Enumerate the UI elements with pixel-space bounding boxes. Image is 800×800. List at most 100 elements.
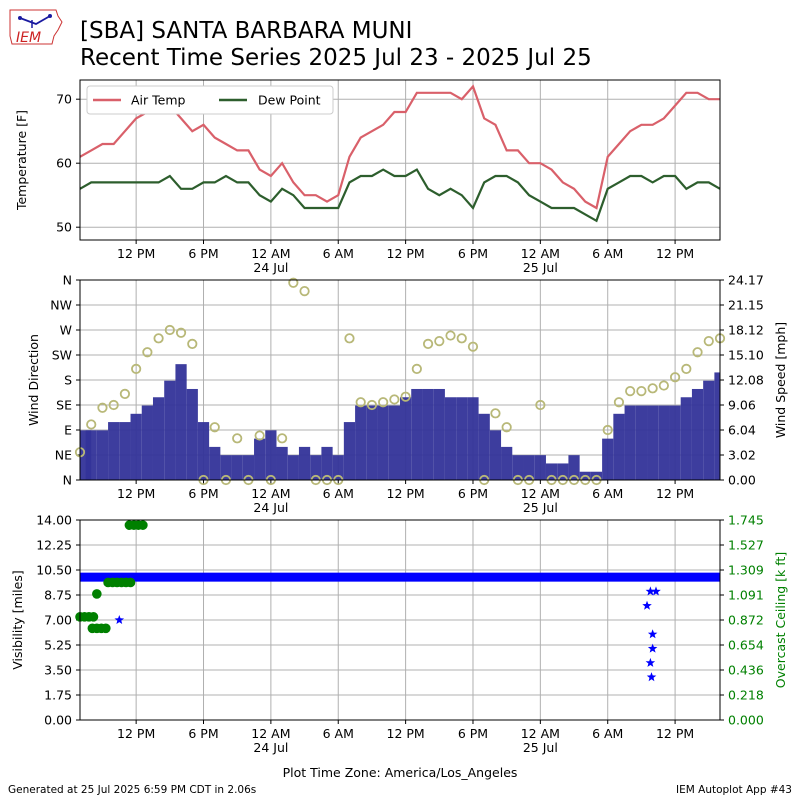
wind-speed-bar	[557, 463, 569, 480]
wind-dir-point	[422, 338, 434, 349]
wind-speed-bar	[388, 405, 400, 480]
wind-speed-bar	[152, 397, 165, 480]
ceiling-tick-label: 0.872	[728, 613, 764, 628]
x-tick-label: 6 AM	[323, 726, 354, 741]
x-tick-label: 12 AM	[251, 246, 290, 261]
panel-frame	[79, 519, 721, 721]
wind-speed-bar	[613, 413, 625, 480]
wind-speed-tick-label: 0.00	[728, 473, 756, 488]
wind-dir-point	[131, 363, 142, 374]
x-tick-label: 12 AM	[521, 726, 560, 741]
wind-speed-bar	[433, 388, 445, 480]
wind-speed-bar	[242, 455, 255, 480]
wind-dir-point	[467, 341, 479, 352]
wind-dir-point	[658, 380, 669, 391]
wind-speed-bar	[714, 372, 720, 480]
ceiling-point	[125, 577, 136, 588]
visibility-point	[114, 615, 125, 624]
wind-dir-tick-label: S	[64, 373, 72, 388]
x-tick-label: 12 PM	[117, 246, 155, 261]
x-tick-label: 12 PM	[117, 486, 155, 501]
x-tick-label: 6 PM	[458, 726, 488, 741]
wind-speed-bar	[658, 405, 670, 480]
wind-speed-bar	[298, 446, 311, 480]
wind-speed-bar	[321, 446, 333, 480]
wind-speed-bar	[355, 405, 367, 480]
wind-dir-point	[288, 277, 299, 288]
wind-dir-point	[636, 386, 647, 397]
panel-frame	[79, 79, 721, 241]
wind-speed-bar	[669, 405, 681, 480]
wind-speed-tick-label: 12.08	[728, 373, 764, 388]
logo-text: IEM	[16, 30, 41, 46]
visibility-tick-label: 5.25	[44, 638, 72, 653]
wind-speed-bar	[489, 430, 502, 480]
temp-tick-label: 70	[56, 92, 72, 107]
visibility-10mi-series	[80, 572, 720, 582]
visibility-point	[642, 600, 652, 610]
wind-speed-bar	[209, 446, 221, 480]
wind-dir-point	[187, 338, 198, 349]
ceiling-tick-label: 0.000	[728, 713, 764, 728]
ceiling-tick-label: 1.745	[728, 513, 764, 528]
wind-dir-point	[602, 424, 613, 436]
visibility-tick-label: 0.00	[44, 713, 72, 728]
ceiling-tick-label: 0.218	[728, 688, 764, 703]
visibility-tick-label: 1.75	[44, 688, 72, 703]
x-tick-label: 6 AM	[592, 726, 623, 741]
wind-speed-bar	[119, 422, 131, 480]
temp-legend-box	[86, 85, 334, 115]
x-tick-date-label: 25 Jul	[523, 500, 558, 515]
wind-dir-point	[613, 397, 625, 408]
wind-speed-bar	[265, 430, 277, 480]
x-tick-label: 6 PM	[188, 246, 218, 261]
wind-dir-tick-label: SE	[56, 398, 72, 413]
wind-dir-point	[434, 336, 445, 347]
wind-dir-tick-label: W	[60, 323, 72, 338]
app-note: IEM Autoplot App #43	[676, 784, 792, 796]
wind-dir-point	[164, 324, 175, 336]
x-tick-date-label: 25 Jul	[523, 260, 558, 275]
wind-speed-bar	[141, 405, 153, 480]
legend-label-air-temp: Air Temp	[131, 93, 186, 108]
wind-speed-bar	[501, 446, 513, 480]
wind-dir-point	[456, 333, 467, 344]
ceiling-point	[88, 612, 99, 622]
x-tick-date-label: 25 Jul	[523, 740, 558, 755]
visibility-point	[645, 586, 656, 596]
x-tick-label: 12 PM	[656, 726, 694, 741]
visibility-tick-label: 10.50	[36, 563, 72, 578]
wind-speed-bar	[635, 405, 648, 480]
visibility-point	[647, 643, 658, 653]
wind-dir-point	[299, 286, 310, 297]
visibility-tick-label: 3.50	[44, 663, 72, 678]
wind-speed-bar	[422, 388, 434, 480]
wind-speed-bar	[287, 455, 299, 480]
wind-speed-tick-label: 9.06	[728, 398, 756, 413]
wind-speed-bar	[602, 438, 614, 480]
ceiling-point	[101, 623, 111, 634]
wind-dir-tick-label: N	[63, 473, 72, 488]
x-tick-label: 6 PM	[458, 246, 488, 261]
wind-dir-point	[501, 422, 512, 433]
wind-speed-bar	[680, 397, 692, 480]
visibility-point	[645, 657, 656, 667]
wind-dir-point	[647, 383, 658, 394]
wind-dir-point	[232, 433, 243, 444]
wind-speed-tick-label: 24.17	[728, 273, 764, 288]
wind-dir-point	[119, 388, 131, 399]
wind-speed-bar	[703, 380, 715, 480]
wind-dir-point	[411, 363, 422, 374]
wind-speed-bar	[175, 364, 187, 480]
wind-speed-bar	[478, 413, 490, 480]
panel-frame	[79, 279, 721, 481]
wind-dir-point	[175, 327, 187, 338]
visibility-tick-label: 14.00	[36, 513, 72, 528]
x-tick-label: 6 AM	[592, 246, 623, 261]
wind-speed-bar	[534, 455, 546, 480]
wind-speed-bar	[164, 380, 176, 480]
wind-speed-bar	[276, 446, 288, 480]
x-tick-label: 12 AM	[251, 486, 290, 501]
wind-speed-bar	[366, 405, 378, 480]
